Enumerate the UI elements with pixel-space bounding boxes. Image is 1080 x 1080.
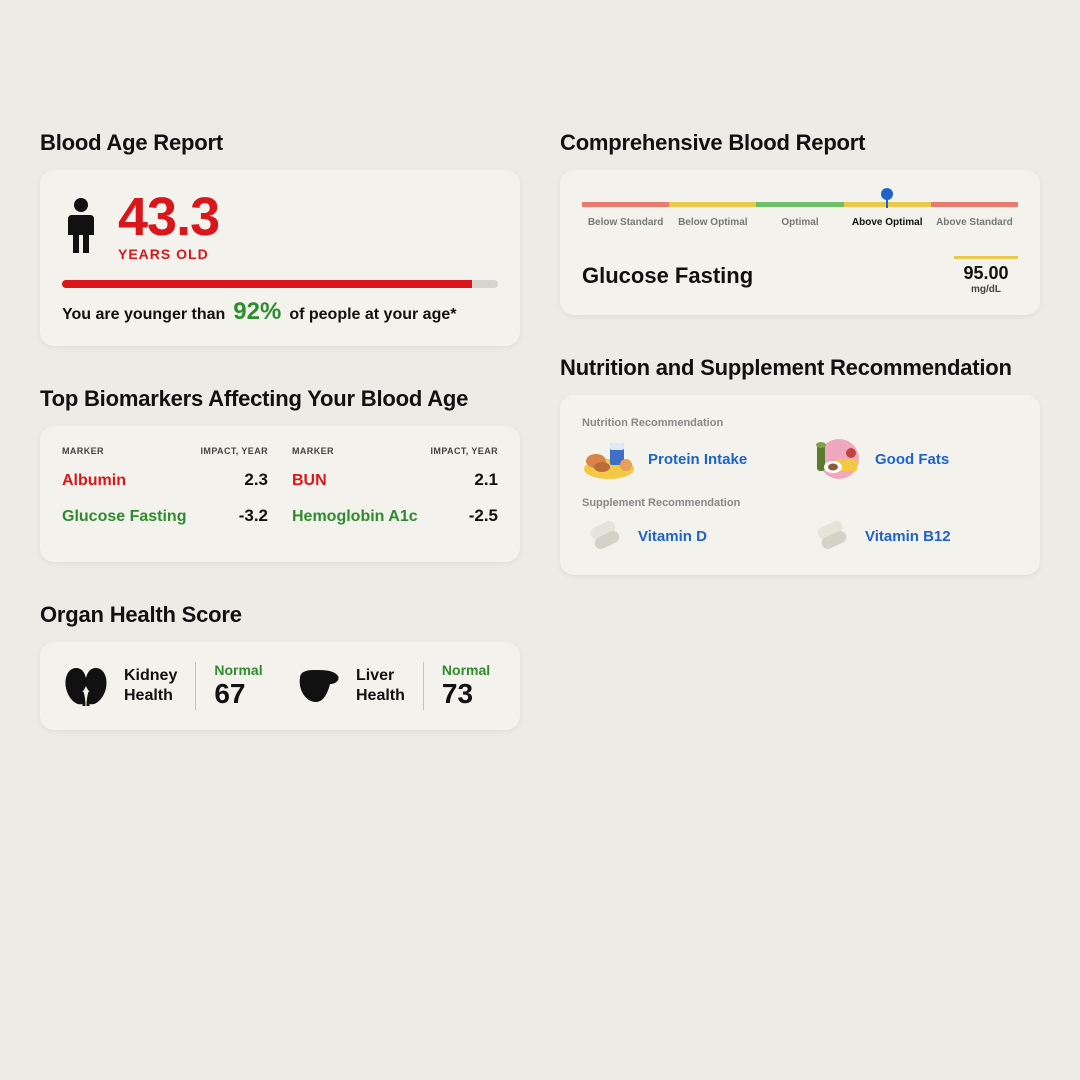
divider	[423, 662, 424, 710]
organ-name: Liver Health	[356, 666, 405, 706]
nutrition-item-protein: Protein Intake	[582, 437, 791, 481]
younger-percent: 92%	[233, 298, 281, 326]
nutrition-item-fats: Good Fats	[809, 437, 1018, 481]
biomarkers-title: Top Biomarkers Affecting Your Blood Age	[40, 386, 520, 412]
metric-name: Glucose Fasting	[582, 263, 753, 289]
supplement-label: Vitamin D	[638, 528, 707, 545]
scale-bar	[582, 202, 1018, 207]
nutrition-label: Protein Intake	[648, 451, 747, 468]
comprehensive-title: Comprehensive Blood Report	[560, 130, 1040, 156]
organ-item-liver: Liver Health Normal 73	[294, 662, 498, 710]
blood-age-progress	[62, 280, 498, 288]
capsule-icon	[809, 517, 853, 555]
scale-label: Below Standard	[582, 217, 669, 228]
bm-head-marker: MARKER	[62, 446, 104, 456]
supplement-label: Vitamin B12	[865, 528, 951, 545]
biomarker-name: BUN	[292, 472, 327, 490]
organ-item-kidney: Kidney Health Normal 67	[62, 662, 266, 710]
scale-label: Below Optimal	[669, 217, 756, 228]
biomarker-impact: -3.2	[239, 506, 268, 526]
nutrition-label: Good Fats	[875, 451, 949, 468]
blood-age-value: 43.3	[118, 190, 219, 244]
scale-segment	[582, 202, 669, 207]
organ-name: Kidney Health	[124, 666, 177, 706]
blood-age-progress-fill	[62, 280, 472, 288]
biomarker-row: Hemoglobin A1c -2.5	[292, 506, 498, 526]
biomarker-row: Albumin 2.3	[62, 470, 268, 490]
bm-head-impact: IMPACT, YEAR	[201, 446, 268, 456]
biomarker-impact: 2.1	[474, 470, 498, 490]
blood-age-unit: YEARS OLD	[118, 246, 219, 262]
biomarker-name: Albumin	[62, 472, 126, 490]
biomarkers-card: MARKER IMPACT, YEAR Albumin 2.3 Glucose …	[40, 426, 520, 562]
organ-score: 73	[442, 678, 490, 710]
supplement-subhead: Supplement Recommendation	[582, 497, 1018, 509]
metric-unit: mg/dL	[954, 284, 1018, 295]
younger-prefix: You are younger than	[62, 306, 225, 324]
liver-icon	[294, 662, 342, 710]
biomarker-name: Hemoglobin A1c	[292, 508, 418, 526]
divider	[195, 662, 196, 710]
biomarker-row: Glucose Fasting -3.2	[62, 506, 268, 526]
supplement-item-vitd: Vitamin D	[582, 517, 791, 555]
kidney-icon	[62, 662, 110, 710]
scale-label: Above Optimal	[844, 217, 931, 228]
person-icon	[62, 197, 100, 255]
nutrition-card: Nutrition Recommendation	[560, 395, 1040, 575]
food-fats-icon	[809, 437, 863, 481]
comprehensive-card: Below StandardBelow OptimalOptimalAbove …	[560, 170, 1040, 315]
capsule-icon	[582, 517, 626, 555]
biomarker-impact: 2.3	[244, 470, 268, 490]
bm-head-impact: IMPACT, YEAR	[431, 446, 498, 456]
organ-score: 67	[214, 678, 262, 710]
metric-value: 95.00	[954, 263, 1018, 284]
scale-segment	[669, 202, 756, 207]
organ-card: Kidney Health Normal 67	[40, 642, 520, 730]
bm-head-marker: MARKER	[292, 446, 334, 456]
metric-value-box: 95.00 mg/dL	[954, 256, 1018, 295]
nutrition-subhead: Nutrition Recommendation	[582, 417, 1018, 429]
scale-segment	[931, 202, 1018, 207]
younger-suffix: of people at your age*	[289, 306, 456, 324]
biomarker-name: Glucose Fasting	[62, 508, 186, 526]
blood-age-title: Blood Age Report	[40, 130, 520, 156]
organ-status: Normal	[442, 662, 490, 678]
scale-label: Above Standard	[931, 217, 1018, 228]
supplement-item-b12: Vitamin B12	[809, 517, 1018, 555]
organ-title: Organ Health Score	[40, 602, 520, 628]
nutrition-title: Nutrition and Supplement Recommendation	[560, 355, 1040, 381]
scale-segment	[756, 202, 843, 207]
biomarker-row: BUN 2.1	[292, 470, 498, 490]
blood-age-card: 43.3 YEARS OLD You are younger than 92% …	[40, 170, 520, 346]
food-protein-icon	[582, 437, 636, 481]
organ-status: Normal	[214, 662, 262, 678]
scale-marker	[881, 188, 893, 200]
biomarker-impact: -2.5	[469, 506, 498, 526]
scale-label: Optimal	[756, 217, 843, 228]
